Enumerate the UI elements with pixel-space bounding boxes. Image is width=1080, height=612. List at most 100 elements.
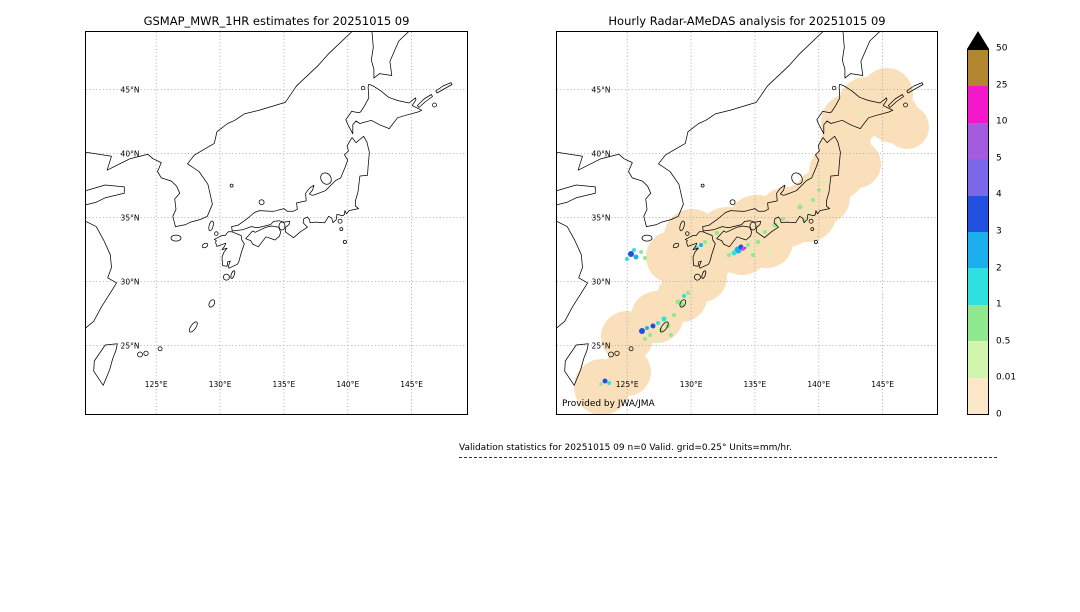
precip-cell-0.5-1 [811,198,815,202]
lon-tick-label: 140°E [807,380,831,389]
lat-tick-label: 25°N [591,340,611,350]
lon-tick-label: 135°E [743,380,767,389]
lon-tick-label: 130°E [208,380,232,389]
lon-tick-label: 145°E [400,380,423,389]
precip-cell-10-25 [743,246,747,250]
precip-cell-3-4 [628,251,634,257]
precip-cell-0.5-1 [648,333,652,337]
precip-cell-0.01-0.5 [655,339,659,343]
precip-trace-area [833,140,881,188]
colorbar-tick-label: 3 [996,226,1002,237]
precip-cell-1-2 [731,250,737,256]
lat-tick-label: 45°N [120,84,140,94]
colorbar-tick-label: 5 [996,153,1002,164]
colorbar-segment [968,268,988,305]
colorbar-tick-label: 0.01 [996,372,1017,383]
precip-cell-0.5-1 [599,382,603,386]
lon-tick-label: 135°E [272,380,296,389]
precip-cell-0.5-1 [727,253,731,257]
precip-cell-3-4 [602,378,608,384]
precip-cell-0.01-0.5 [685,297,689,301]
precip-cell-0.01-0.5 [707,238,711,242]
colorbar-overflow-triangle-icon [967,31,989,49]
precip-layer [574,68,929,414]
colorbar-tick-label: 10 [996,116,1008,127]
precip-cell-0.5-1 [643,337,647,341]
radar-map-svg [557,32,937,414]
lon-tick-label: 125°E [144,380,168,389]
colorbar-tick-label: 25 [996,80,1008,91]
gridlines [557,32,937,414]
panel-radar-title: Hourly Radar-AMeDAS analysis for 2025101… [608,14,886,28]
lon-tick-label: 125°E [615,380,639,389]
colorbar-tick-label: 0 [996,409,1002,420]
precip-cell-0.5-1 [763,230,767,234]
precip-cell-0.5-1 [797,204,803,210]
precip-cell-0.01-0.5 [750,249,754,253]
colorbar-segment [968,159,988,196]
precip-trace-area [885,105,929,149]
precip-cell-2-3 [699,243,703,247]
precip-cell-1-2 [682,294,686,298]
dashed-separator-line [459,457,997,458]
precip-cell-0.5-1 [817,188,821,192]
colorbar-segment [968,50,988,87]
precip-cell-0.5-1 [680,302,684,306]
lat-tick-label: 30°N [591,276,611,286]
precip-cell-0.5-1 [643,256,647,260]
precip-cell-0.01-0.5 [767,249,771,253]
colorbar-tick-label: 50 [996,43,1008,54]
lon-tick-label: 145°E [871,380,894,389]
precip-cell-0.5-1 [659,328,663,332]
colorbar-bar [967,49,989,415]
lat-tick-label: 45°N [591,84,611,94]
precip-cell-1-2 [656,321,660,325]
precip-cell-0.01-0.5 [823,180,827,184]
precip-cell-0.5-1 [669,333,673,337]
gsmap-map-svg [86,32,467,414]
panel-radar-map: Provided by JWA/JMA 125°E 130°E 135°E 140°E… [556,31,938,415]
lat-tick-label: 30°N [120,276,140,286]
precip-cell-3-4 [650,323,656,329]
precip-cell-0.5-1 [639,250,643,254]
precip-cell-1-2 [661,316,667,322]
provider-credit: Provided by JWA/JMA [562,399,655,409]
lon-tick-label: 130°E [679,380,703,389]
colorbar-segment [968,86,988,123]
precip-cell-3-4 [639,328,645,334]
validation-statistics-text: Validation statistics for 20251015 09 n=… [459,443,792,453]
colorbar-segment [968,122,988,160]
colorbar-tick-label: 2 [996,263,1002,274]
lon-tick-label: 140°E [336,380,360,389]
panel-gsmap-wrap: GSMAP_MWR_1HR estimates for 20251015 09 … [85,14,468,415]
precip-cell-0.5-1 [772,222,778,228]
precip-cell-1-2 [625,257,629,261]
precip-cell-0.01-0.5 [857,112,861,116]
precip-cell-0.5-1 [715,231,719,235]
precip-cell-0.5-1 [686,291,690,295]
precip-cell-2-3 [633,254,639,260]
precip-cell-0.5-1 [675,299,681,305]
colorbar: 50 25 10 5 4 3 2 1 0.5 0.01 0 [967,31,1037,419]
colorbar-segment [968,341,988,378]
lat-tick-label: 35°N [591,212,611,222]
precip-cell-0.5-1 [746,243,750,247]
lat-tick-label: 40°N [120,148,140,158]
gridlines [86,32,467,414]
colorbar-segment [968,304,988,342]
precip-cell-0.5-1 [703,240,707,244]
lat-tick-label: 40°N [591,148,611,158]
lat-tick-label: 25°N [120,340,140,350]
colorbar-segment [968,232,988,269]
precip-cell-0.5-1 [672,313,676,317]
precip-cell-1-2 [632,248,636,252]
panel-gsmap-title: GSMAP_MWR_1HR estimates for 20251015 09 [143,14,410,28]
lat-tick-label: 35°N [120,212,140,222]
colorbar-tick-label: 4 [996,189,1002,200]
colorbar-segment [968,377,988,415]
colorbar-tick-label: 1 [996,299,1002,310]
precip-cell-1-2 [607,381,611,385]
colorbar-tick-label: 0.5 [996,336,1011,347]
precip-cell-0.5-1 [751,253,755,257]
